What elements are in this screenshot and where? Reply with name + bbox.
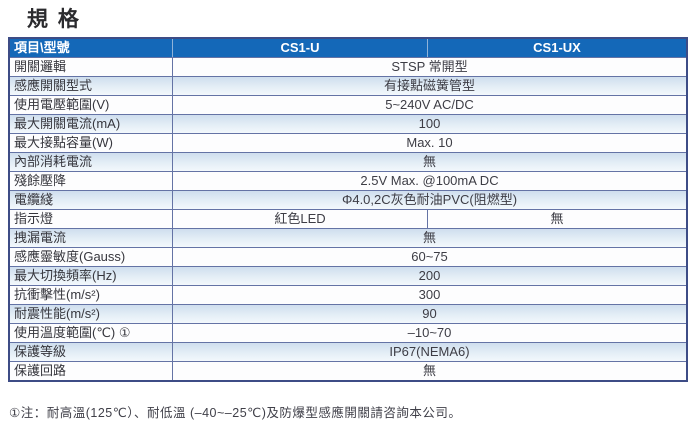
row-label: 最大開關電流(mA) <box>10 115 173 133</box>
table-row-max-contact-capacity: 最大接點容量(W) Max. 10 <box>10 133 686 152</box>
row-value: 100 <box>418 116 441 131</box>
row-label: 耐震性能(m/s²) <box>10 305 173 323</box>
row-value: 5~240V AC/DC <box>385 97 474 112</box>
row-value-cs1-u: 紅色LED <box>173 210 428 228</box>
header-cell-cs1-ux: CS1-UX <box>533 40 581 55</box>
row-label: 內部消耗電流 <box>10 153 173 171</box>
row-value: –10~70 <box>407 325 452 340</box>
row-label: 電纜綫 <box>10 191 173 209</box>
table-row-max-switch-current: 最大開關電流(mA) 100 <box>10 114 686 133</box>
row-label: 使用電壓範圍(V) <box>10 96 173 114</box>
row-value: 300 <box>418 287 441 302</box>
row-label: 最大接點容量(W) <box>10 134 173 152</box>
header-cell-item-model: 項目\型號 <box>10 39 173 57</box>
table-row-sensor-type: 感應開關型式 有接點磁簧管型 <box>10 76 686 95</box>
row-label: 指示燈 <box>10 210 173 228</box>
row-label: 保護回路 <box>10 362 173 380</box>
row-value: 無 <box>422 230 436 245</box>
table-row-internal-consumption: 內部消耗電流 無 <box>10 152 686 171</box>
table-row-max-switching-frequency: 最大切換頻率(Hz) 200 <box>10 266 686 285</box>
row-label: 感應靈敏度(Gauss) <box>10 248 173 266</box>
table-row-switch-logic: 開關邏輯 STSP 常開型 <box>10 57 686 76</box>
row-label: 使用溫度範圍(℃) ① <box>10 324 173 342</box>
row-value: Max. 10 <box>406 135 453 150</box>
table-row-vibration-resistance: 耐震性能(m/s²) 90 <box>10 304 686 323</box>
row-value: 200 <box>418 268 441 283</box>
spec-table: 項目\型號 CS1-U CS1-UX 開關邏輯 STSP 常開型 感應開關型式 … <box>8 37 688 382</box>
table-row-cable: 電纜綫 Φ4.0,2C灰色耐油PVC(阻燃型) <box>10 190 686 209</box>
row-value-cs1-ux: 無 <box>550 211 564 226</box>
table-row-protection-circuit: 保護回路 無 <box>10 361 686 380</box>
row-label: 感應開關型式 <box>10 77 173 95</box>
row-value: 2.5V Max. @100mA DC <box>360 173 499 188</box>
row-value: IP67(NEMA6) <box>389 344 470 359</box>
row-label: 抗衝擊性(m/s²) <box>10 286 173 304</box>
table-row-operating-temperature: 使用溫度範圍(℃) ① –10~70 <box>10 323 686 342</box>
table-row-voltage-range: 使用電壓範圍(V) 5~240V AC/DC <box>10 95 686 114</box>
row-label: 最大切換頻率(Hz) <box>10 267 173 285</box>
table-row-indicator-light: 指示燈 紅色LED 無 <box>10 209 686 228</box>
table-row-residual-voltage-drop: 殘餘壓降 2.5V Max. @100mA DC <box>10 171 686 190</box>
table-row-shock-resistance: 抗衝擊性(m/s²) 300 <box>10 285 686 304</box>
row-label: 保護等級 <box>10 343 173 361</box>
header-cell-cs1-u: CS1-U <box>173 39 428 57</box>
row-value: Φ4.0,2C灰色耐油PVC(阻燃型) <box>341 192 518 207</box>
row-value: STSP 常開型 <box>391 59 468 74</box>
page-title: 規 格 <box>27 8 81 31</box>
table-header-row: 項目\型號 CS1-U CS1-UX <box>10 39 686 57</box>
row-label: 殘餘壓降 <box>10 172 173 190</box>
row-value: 60~75 <box>411 249 448 264</box>
table-row-leakage-current: 拽漏電流 無 <box>10 228 686 247</box>
row-value: 90 <box>422 306 437 321</box>
row-value: 無 <box>422 154 436 169</box>
row-label: 拽漏電流 <box>10 229 173 247</box>
row-value: 無 <box>422 363 436 378</box>
row-label: 開關邏輯 <box>10 58 173 76</box>
table-row-sensitivity: 感應靈敏度(Gauss) 60~75 <box>10 247 686 266</box>
row-value: 有接點磁簧管型 <box>383 78 475 93</box>
footnote-text: ①注：耐高溫(125℃）、耐低溫 (–40~–25℃)及防爆型感應開關請咨詢本公… <box>9 406 462 420</box>
table-row-protection-grade: 保護等級 IP67(NEMA6) <box>10 342 686 361</box>
